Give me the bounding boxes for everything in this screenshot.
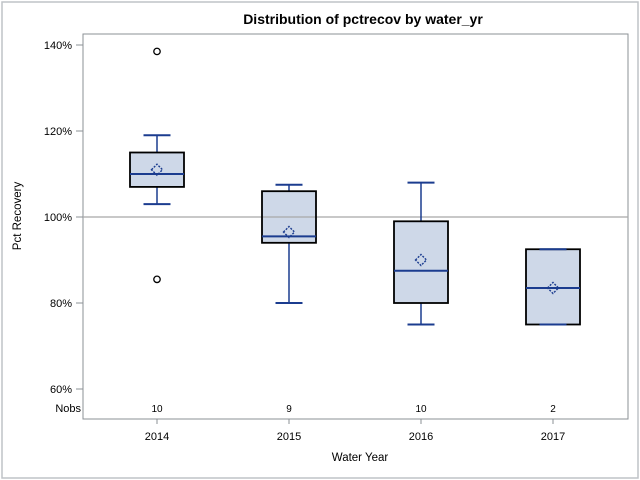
chart-title: Distribution of pctrecov by water_yr: [243, 11, 483, 27]
nobs-value-2017: 2: [550, 404, 556, 415]
nobs-value-2015: 9: [286, 404, 292, 415]
nobs-row-label: Nobs: [55, 403, 81, 415]
box-outline-2014: [129, 151, 185, 188]
outlier-2014-1: [153, 275, 161, 284]
box-group-2014: 10 2014: [129, 47, 185, 443]
box-fill-2014: [130, 152, 184, 187]
plot-frame: [82, 33, 629, 420]
outlier-2014-0: [153, 47, 161, 56]
box-fill-2016: [394, 221, 448, 303]
y-tick-label: 60%: [50, 384, 72, 396]
x-axis-title: Water Year: [332, 452, 389, 464]
x-tick-label-2015: 2015: [277, 431, 301, 443]
mean-diamond-2014: [150, 163, 164, 177]
x-tick-label-2016: 2016: [409, 431, 433, 443]
nobs-value-2016: 10: [415, 404, 427, 415]
box-group-2017: 2 2017: [525, 248, 581, 443]
mean-diamond-2015: [282, 225, 296, 239]
x-tick-label-2017: 2017: [541, 431, 565, 443]
mean-diamond-2017: [546, 281, 560, 295]
x-tick-label-2014: 2014: [145, 431, 169, 443]
y-axis-title: Pct Recovery: [12, 182, 24, 251]
y-tick-label: 80%: [50, 298, 72, 310]
y-tick-label: 140%: [44, 40, 72, 52]
static-labels-layer: Distribution of pctrecov by water_yr Pct…: [12, 11, 483, 464]
box-outline-2016: [393, 220, 449, 304]
box-group-2015: 9 2015: [261, 183, 317, 443]
nobs-value-2014: 10: [151, 404, 163, 415]
box-fill-2017: [526, 249, 580, 325]
box-group-2016: 10 2016: [393, 181, 449, 443]
box-outline-2015: [261, 190, 317, 244]
y-tick-label: 100%: [44, 212, 72, 224]
y-tick-label: 120%: [44, 126, 72, 138]
mean-diamond-2016: [414, 253, 428, 267]
